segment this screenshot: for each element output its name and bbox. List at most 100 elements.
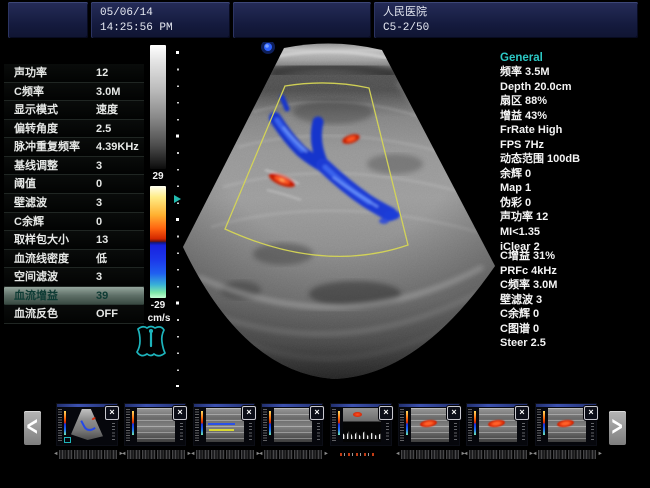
substrip-next-icon[interactable]: ► (528, 451, 534, 457)
time-text: 14:25:56 PM (100, 22, 173, 34)
info-line: 动态范围 100dB (500, 153, 581, 166)
param-label: 基线调整 (14, 159, 58, 172)
ultrasound-sector-image (183, 40, 495, 380)
substrip-tiles[interactable] (401, 450, 460, 459)
thumb-text-column (58, 409, 62, 441)
param-row-prf[interactable]: 脉冲重复频率 4.39KHz (4, 138, 144, 157)
thumbnail-1[interactable]: × (57, 404, 119, 445)
doppler-color-overlay (264, 94, 400, 224)
thumb-mini-colorbar (474, 411, 476, 435)
thumb-doppler-mark (80, 416, 96, 434)
param-row-wall-filter[interactable]: 壁滤波 3 (4, 193, 144, 213)
thumb-mini-colorbar (201, 411, 203, 435)
doppler-param-panel: 声功率 12 C频率 3.0M 显示模式 速度 偏转角度 2.5 脉冲重复频率 … (4, 64, 144, 324)
substrip-next-icon[interactable]: ► (597, 451, 603, 457)
substrip-prev-icon[interactable]: ◄ (53, 451, 59, 457)
substrip-prev-icon[interactable]: ◄ (258, 451, 264, 457)
strip-next-button[interactable]: > (609, 411, 626, 445)
substrip-next-icon[interactable]: ► (118, 451, 124, 457)
chevron-right-icon: > (611, 411, 624, 442)
substrip-prev-icon[interactable]: ◄ (121, 451, 127, 457)
thumbnail-4[interactable]: × (262, 404, 324, 445)
close-icon[interactable]: × (584, 406, 598, 420)
thumb-text-column (537, 409, 541, 441)
thumbnail-6[interactable]: × (399, 404, 461, 445)
thumbnail-6-substrip: ◄ ► (394, 449, 467, 460)
thumbnail-4-substrip: ◄ ► (257, 449, 330, 460)
param-label: C频率 (14, 85, 44, 98)
info-line: 伪彩 0 (500, 196, 532, 209)
param-row-baseline[interactable]: 基线调整 3 (4, 156, 144, 176)
thumb-mini-colorbar (543, 411, 545, 435)
substrip-tiles[interactable] (196, 450, 255, 459)
param-label: 取样包大小 (14, 234, 69, 247)
substrip-tiles[interactable] (469, 450, 528, 459)
thumb-mini-colorbar (269, 411, 271, 435)
close-icon[interactable]: × (242, 406, 256, 420)
param-row-smoothing[interactable]: 空间滤波 3 (4, 268, 144, 287)
thumb-text-column (263, 409, 267, 441)
close-icon[interactable]: × (515, 406, 529, 420)
param-row-color-gain-selected[interactable]: 血流增益 39 (4, 286, 144, 306)
param-row-display-mode[interactable]: 显示模式 速度 (4, 101, 144, 120)
thumbnail-2[interactable]: × (125, 404, 187, 445)
close-icon[interactable]: × (379, 406, 393, 420)
param-value: 0 (96, 178, 103, 191)
close-icon[interactable]: × (105, 406, 119, 420)
thumb-image (479, 408, 517, 442)
param-label: 血流反色 (14, 308, 58, 321)
thumb-text-column (400, 409, 404, 441)
substrip-next-icon[interactable]: ► (460, 451, 466, 457)
substrip-next-icon[interactable]: ► (323, 451, 329, 457)
thumbnail-5[interactable]: × (331, 404, 393, 445)
info-line: C频率 3.0M (500, 279, 558, 292)
param-label: 血流线密度 (14, 252, 69, 265)
thumbnail-3[interactable]: × (194, 404, 256, 445)
close-icon[interactable]: × (447, 406, 461, 420)
strip-prev-button[interactable]: < (24, 411, 41, 445)
thumb-text-column (454, 410, 457, 440)
substrip-next-icon[interactable]: ► (186, 451, 192, 457)
substrip-prev-icon[interactable]: ◄ (395, 451, 401, 457)
param-value: 39 (96, 289, 109, 302)
param-value: 3 (96, 271, 103, 284)
measure-text-dashes (340, 453, 374, 456)
param-label: C余辉 (14, 215, 44, 228)
thumbnail-8-substrip: ◄ ► (531, 449, 604, 460)
param-row-acoustic-power[interactable]: 声功率 12 (4, 64, 144, 83)
substrip-next-icon[interactable]: ► (255, 451, 261, 457)
ultrasound-image-area[interactable] (183, 40, 497, 392)
param-row-packet-size[interactable]: 取样包大小 13 (4, 231, 144, 250)
param-row-line-density[interactable]: 血流线密度 低 (4, 249, 144, 269)
param-row-c-frequency[interactable]: C频率 3.0M (4, 82, 144, 102)
substrip-tiles[interactable] (264, 450, 323, 459)
param-row-color-invert[interactable]: 血流反色 OFF (4, 305, 144, 324)
substrip-prev-icon[interactable]: ◄ (190, 451, 196, 457)
substrip-prev-icon[interactable]: ◄ (532, 451, 538, 457)
param-row-steer-angle[interactable]: 偏转角度 2.5 (4, 119, 144, 139)
thumbnail-7[interactable]: × (467, 404, 529, 445)
logo-box (8, 2, 88, 38)
hospital-name: 人民医院 (383, 7, 427, 19)
param-value: 0 (96, 215, 103, 228)
substrip-prev-icon[interactable]: ◄ (463, 451, 469, 457)
close-icon[interactable]: × (310, 406, 324, 420)
param-value: 12 (96, 67, 109, 79)
param-value: 4.39KHz (96, 141, 139, 154)
thumb-image (343, 408, 381, 442)
param-label: 血流增益 (14, 289, 58, 302)
param-row-c-persistence[interactable]: C余辉 0 (4, 212, 144, 232)
patient-info-box (233, 2, 371, 38)
close-icon[interactable]: × (173, 406, 187, 420)
substrip-tiles[interactable] (59, 450, 118, 459)
param-value: 2.5 (96, 122, 112, 135)
chevron-left-icon: < (26, 411, 39, 442)
param-row-threshold[interactable]: 阈值 0 (4, 175, 144, 194)
substrip-tiles[interactable] (127, 450, 186, 459)
substrip-tiles[interactable] (538, 450, 597, 459)
thumb-image (274, 408, 312, 442)
info-line: C图谱 0 (500, 322, 540, 335)
general-info-list: 频率 3.5M Depth 20.0cm 扇区 88% 增益 43% FrRat… (500, 65, 580, 254)
general-section-title: General (500, 52, 543, 64)
thumbnail-8[interactable]: × (536, 404, 598, 445)
